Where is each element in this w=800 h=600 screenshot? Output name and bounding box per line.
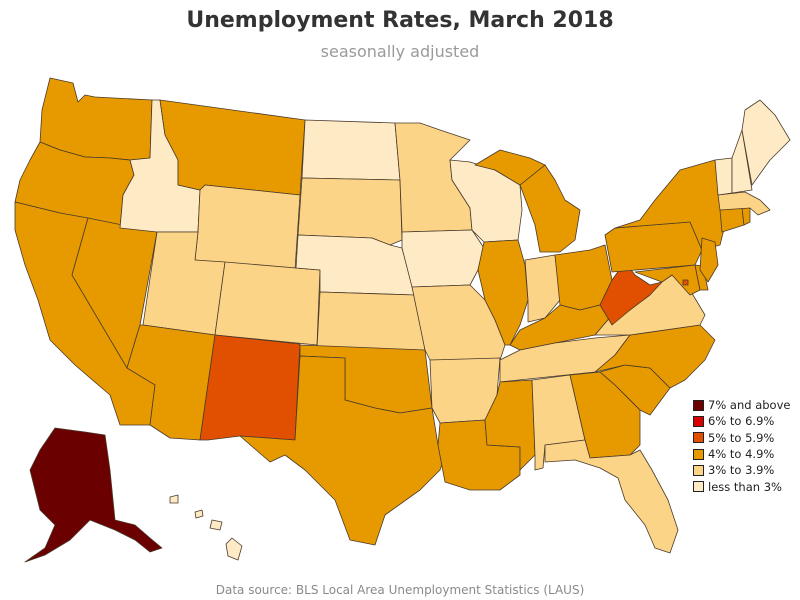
state-dc[interactable] [682,279,689,286]
state-massachusetts[interactable] [717,191,771,216]
legend-swatch [693,464,704,476]
state-vermont[interactable] [714,157,733,196]
legend-swatch [693,415,704,427]
state-iowa[interactable] [401,229,485,288]
state-michigan-up[interactable] [474,149,546,186]
state-colorado[interactable] [214,261,321,346]
state-montana[interactable] [159,99,306,196]
state-hawaii-kauai[interactable] [169,494,179,504]
map-title: Unemployment Rates, March 2018 [186,8,614,33]
legend-label: 7% and above [708,398,791,413]
legend-label: 5% to 5.9% [708,430,775,445]
data-source: Data source: BLS Local Area Unemployment… [215,583,585,597]
legend: 7% and above 6% to 6.9% 5% to 5.9% 4% to… [693,397,790,495]
state-hawaii-main[interactable] [225,537,243,561]
state-new-mexico[interactable] [199,334,301,441]
state-wyoming[interactable] [194,184,301,271]
legend-item: 6% to 6.9% [693,413,790,429]
state-north-carolina[interactable] [594,324,716,389]
state-maine[interactable] [741,99,791,186]
state-hawaii-maui[interactable] [209,519,223,531]
legend-label: 3% to 3.9% [708,463,775,478]
legend-swatch [693,481,704,493]
state-washington[interactable] [39,77,153,161]
map-subtitle: seasonally adjusted [320,42,480,61]
state-north-dakota[interactable] [301,119,401,181]
state-kansas[interactable] [316,291,426,351]
state-new-jersey[interactable] [699,237,719,283]
state-pennsylvania[interactable] [604,221,703,273]
state-connecticut[interactable] [719,207,745,233]
state-florida[interactable] [544,439,679,554]
legend-item: 3% to 3.9% [693,462,790,478]
state-texas[interactable] [239,355,446,546]
state-new-hampshire[interactable] [731,129,753,194]
legend-swatch [693,448,704,460]
legend-item: less than 3% [693,478,790,494]
state-hawaii-oahu[interactable] [194,509,204,519]
legend-item: 7% and above [693,397,790,413]
legend-item: 4% to 4.9% [693,446,790,462]
legend-label: 4% to 4.9% [708,447,775,462]
state-michigan[interactable] [519,164,581,253]
legend-label: 6% to 6.9% [708,414,775,429]
state-alaska[interactable] [24,427,163,563]
state-south-dakota[interactable] [297,177,403,246]
legend-item: 5% to 5.9% [693,430,790,446]
legend-swatch [693,432,704,444]
legend-label: less than 3% [708,479,782,494]
state-missouri[interactable] [411,284,506,361]
legend-swatch [693,399,704,411]
